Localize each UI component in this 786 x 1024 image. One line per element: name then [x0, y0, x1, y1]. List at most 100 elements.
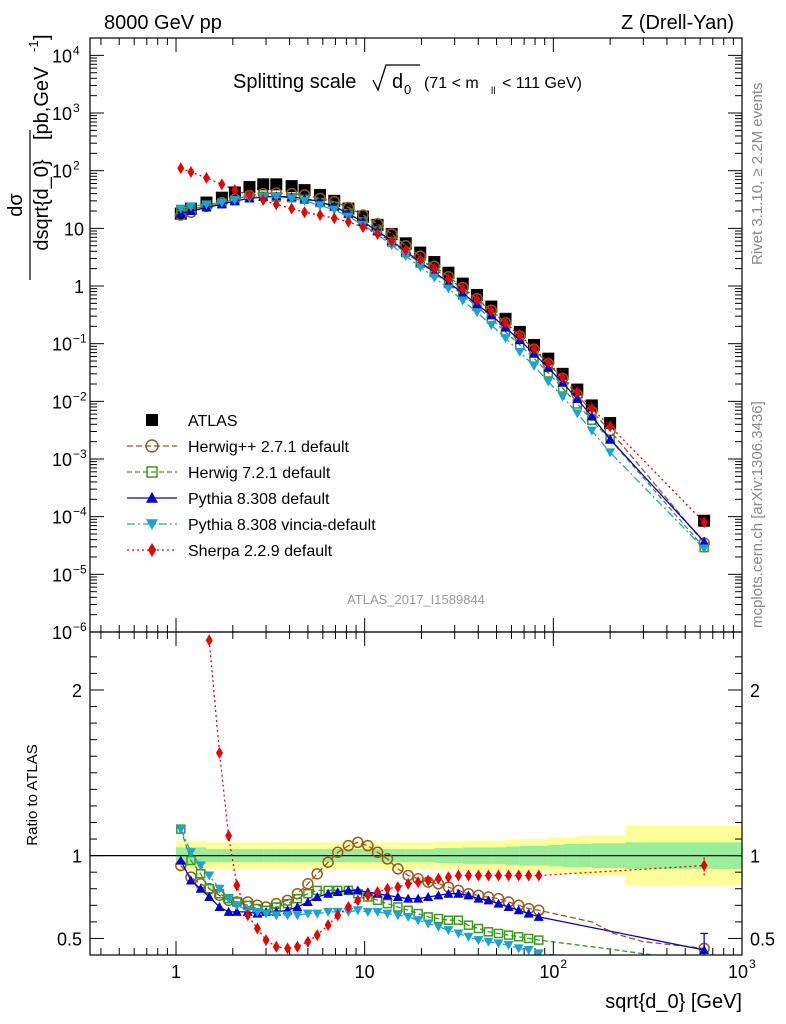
ratio-ylabel: Ratio to ATLAS: [24, 744, 41, 845]
point-sherpa: [316, 209, 324, 222]
ratio-point-pythia: [403, 893, 414, 903]
point-sherpa: [272, 198, 280, 211]
point-sherpa: [430, 262, 438, 275]
ratio-point-vincia: [503, 941, 514, 951]
main-ytick-exp: 2: [73, 159, 80, 173]
ratio-point-vincia: [443, 926, 454, 936]
ratio-point-sherpa: [535, 869, 543, 882]
legend-marker-vincia: [146, 519, 158, 530]
ratio-point-herwigpp: [392, 863, 404, 875]
ratio-point-sherpa: [444, 871, 452, 884]
main-ytick-label: 10: [52, 508, 72, 528]
ratio-point-herwig7: [433, 913, 444, 924]
ratio-point-herwig7: [393, 902, 403, 912]
ratio-point-vincia: [533, 949, 544, 955]
point-vincia: [472, 308, 483, 318]
ratio-point-pythia: [443, 888, 454, 898]
point-vincia: [486, 321, 497, 331]
ylabel-unit-sup: -1: [26, 40, 41, 52]
ratio-point-herwig7: [513, 932, 524, 942]
ratio-point-vincia: [403, 912, 414, 922]
ratio-frame: [89, 631, 743, 956]
point-pythia: [605, 434, 616, 444]
ratio-point-herwig7: [534, 935, 544, 945]
ratio-point-sherpa: [505, 869, 513, 882]
ratio-point-sherpa: [293, 940, 301, 953]
main-ytick-label: 10: [52, 565, 72, 585]
ratio-point-sherpa: [313, 929, 321, 942]
ratio-point-sherpa: [454, 869, 462, 882]
ratio-point-pythia: [493, 898, 504, 908]
ratio-point-vincia: [214, 884, 225, 894]
ratio-ytick-label: 1: [72, 847, 82, 867]
ratio-point-vincia: [423, 919, 434, 929]
ylabel-num: dσ: [5, 193, 27, 217]
main-ytick-exp: −5: [73, 562, 87, 576]
point-vincia: [605, 448, 616, 458]
ratio-point-vincia: [312, 909, 323, 919]
point-sherpa: [544, 356, 552, 369]
point-vincia: [201, 200, 212, 210]
ylabel-den: dsqrt{d_0}: [31, 159, 53, 251]
ratio-point-vincia: [252, 907, 263, 917]
xtick-exp: 3: [749, 957, 756, 971]
ratio-point-sherpa: [434, 872, 442, 885]
ratio-point-sherpa: [215, 746, 223, 759]
ratio-ytick-label: 2: [72, 681, 82, 701]
point-sherpa: [330, 212, 338, 225]
ratio-point-sherpa: [262, 934, 270, 947]
ratio-point-vincia: [392, 911, 403, 921]
ratio-point-pythia: [473, 893, 484, 903]
ratio-point-pythia: [343, 885, 354, 895]
point-vincia: [415, 262, 426, 272]
ylabel-unit: [pb,GeV: [31, 66, 53, 140]
series-line-pythia: [180, 195, 705, 543]
ratio-point-sherpa: [424, 874, 432, 887]
point-sherpa: [359, 221, 367, 234]
point-pythia: [572, 393, 583, 403]
ratio-point-sherpa: [404, 877, 412, 890]
title-range-end: < 111 GeV): [502, 75, 582, 92]
legend-label-herwigpp: Herwig++ 2.7.1 default: [188, 439, 350, 456]
ratio-point-pythia: [204, 892, 215, 902]
ratio-ytick-label-right: 0.5: [750, 929, 775, 949]
ratio-point-sherpa: [334, 909, 342, 922]
analysis-id: ATLAS_2017_I1589844: [347, 592, 485, 607]
ratio-point-pythia: [423, 892, 434, 902]
xtick-exp: 2: [560, 957, 567, 971]
ratio-point-sherpa: [494, 869, 502, 882]
sqrt-sign: [372, 64, 420, 92]
ratio-point-vincia: [223, 894, 234, 904]
point-vincia: [557, 392, 568, 402]
point-vincia: [216, 198, 227, 208]
main-ytick-label: 10: [64, 219, 84, 239]
ratio-point-herwig7: [463, 920, 474, 930]
point-sherpa: [573, 386, 581, 399]
point-sherpa: [301, 206, 309, 219]
legend-marker-pythia: [146, 492, 158, 503]
ratio-point-sherpa: [374, 886, 382, 899]
ratio-point-sherpa: [515, 869, 523, 882]
point-sherpa: [606, 420, 614, 433]
point-vincia: [529, 362, 540, 372]
point-vincia: [185, 202, 196, 212]
ratio-point-pythia: [523, 908, 534, 918]
point-vincia: [514, 347, 525, 357]
ratio-point-vincia: [195, 861, 206, 871]
point-vincia: [229, 196, 240, 206]
point-sherpa: [516, 329, 524, 342]
point-vincia: [299, 196, 310, 206]
ratio-point-vincia: [175, 825, 186, 835]
mcplots-label: mcplots.cern.ch [arXiv:1306.3436]: [749, 401, 766, 628]
main-ytick-label: 10: [52, 392, 72, 412]
point-sherpa: [588, 402, 596, 415]
main-series-group: [174, 162, 711, 554]
point-vincia: [443, 284, 454, 294]
legend-label-atlas: ATLAS: [188, 413, 238, 430]
ratio-point-vincia: [413, 916, 424, 926]
ratio-point-vincia: [231, 901, 242, 911]
legend: ATLAS Herwig++ 2.7.1 default Herwig 7.2.1 …: [127, 413, 376, 560]
point-sherpa: [502, 316, 510, 329]
ratio-point-herwigpp: [362, 839, 374, 852]
ratio-point-pythia: [195, 883, 206, 893]
